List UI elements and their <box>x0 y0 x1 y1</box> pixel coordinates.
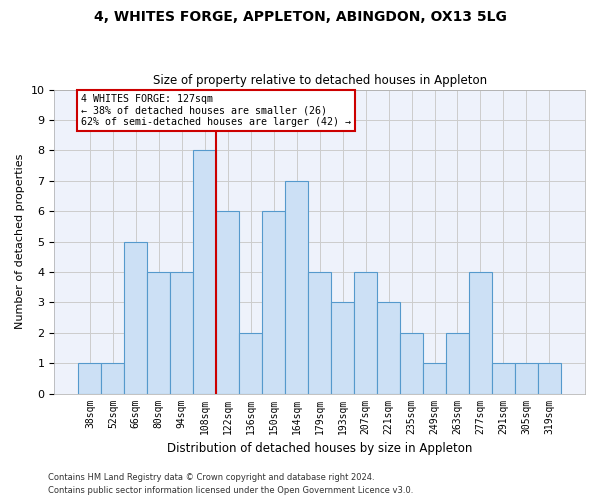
Bar <box>446 333 469 394</box>
Bar <box>423 363 446 394</box>
Bar <box>79 363 101 394</box>
Bar <box>216 211 239 394</box>
Title: Size of property relative to detached houses in Appleton: Size of property relative to detached ho… <box>152 74 487 87</box>
Bar <box>515 363 538 394</box>
Bar <box>170 272 193 394</box>
Text: Contains HM Land Registry data © Crown copyright and database right 2024.
Contai: Contains HM Land Registry data © Crown c… <box>48 474 413 495</box>
Bar <box>354 272 377 394</box>
Bar <box>469 272 492 394</box>
Text: 4, WHITES FORGE, APPLETON, ABINGDON, OX13 5LG: 4, WHITES FORGE, APPLETON, ABINGDON, OX1… <box>94 10 506 24</box>
Bar <box>538 363 561 394</box>
Bar <box>239 333 262 394</box>
Bar <box>377 302 400 394</box>
Bar <box>193 150 216 394</box>
Bar <box>124 242 148 394</box>
Bar <box>331 302 354 394</box>
Bar <box>400 333 423 394</box>
Bar <box>285 181 308 394</box>
Bar <box>262 211 285 394</box>
Bar <box>308 272 331 394</box>
Text: 4 WHITES FORGE: 127sqm
← 38% of detached houses are smaller (26)
62% of semi-det: 4 WHITES FORGE: 127sqm ← 38% of detached… <box>80 94 350 128</box>
X-axis label: Distribution of detached houses by size in Appleton: Distribution of detached houses by size … <box>167 442 472 455</box>
Bar <box>148 272 170 394</box>
Y-axis label: Number of detached properties: Number of detached properties <box>15 154 25 329</box>
Bar <box>101 363 124 394</box>
Bar <box>492 363 515 394</box>
